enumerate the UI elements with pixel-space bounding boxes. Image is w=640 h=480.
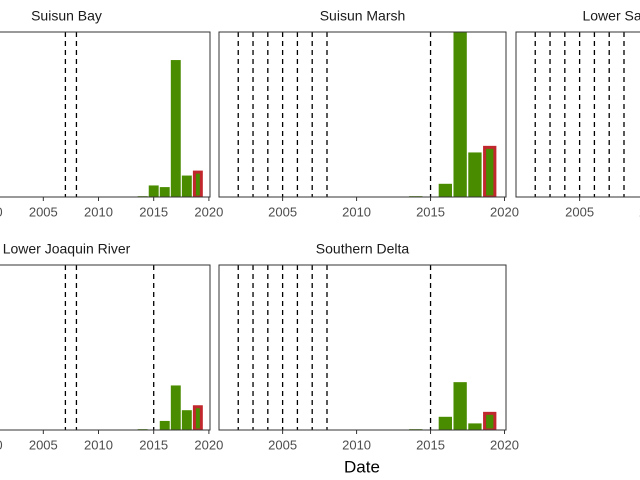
x-tick-label: 2000 xyxy=(0,437,3,452)
bar xyxy=(453,32,467,197)
x-tick-label: 2005 xyxy=(268,437,297,452)
panel xyxy=(534,32,625,197)
bar xyxy=(483,145,497,197)
x-tick-label: 2005 xyxy=(29,437,58,452)
x-tick-label: 2015 xyxy=(139,204,168,219)
panel-border xyxy=(218,31,507,198)
bar xyxy=(438,416,453,430)
panel xyxy=(237,32,497,197)
x-tick-label: 2010 xyxy=(84,437,113,452)
bar xyxy=(483,411,497,430)
panel-title: Southern Delta xyxy=(316,241,410,257)
panel-title: Suisun Bay xyxy=(31,8,102,24)
panel-border xyxy=(0,31,211,198)
panel-title: Lower Sacramento River xyxy=(582,8,640,24)
panel-title: Lower Joaquin River xyxy=(3,241,131,257)
x-tick-label: 2020 xyxy=(490,204,519,219)
panel xyxy=(64,265,203,430)
panel xyxy=(237,265,497,430)
bar xyxy=(170,60,181,197)
bar xyxy=(192,405,203,430)
panel-title: Suisun Marsh xyxy=(320,8,406,24)
bar xyxy=(181,410,192,430)
x-tick-label: 2015 xyxy=(139,437,168,452)
x-tick-label: 2005 xyxy=(268,204,297,219)
x-tick-label: 2000 xyxy=(0,204,3,219)
x-tick-label: 2010 xyxy=(342,437,371,452)
bar xyxy=(468,423,482,430)
x-tick-label: 2015 xyxy=(416,204,445,219)
x-tick-label: 2005 xyxy=(29,204,58,219)
x-tick-label: 2010 xyxy=(342,204,371,219)
x-tick-label: 2020 xyxy=(490,437,519,452)
bar xyxy=(170,385,181,430)
bar xyxy=(181,175,192,197)
bar xyxy=(192,170,203,197)
x-tick-label: 2020 xyxy=(194,204,223,219)
x-tick-label: 2015 xyxy=(416,437,445,452)
bar xyxy=(468,152,482,197)
bar xyxy=(159,187,170,197)
panel-border xyxy=(218,264,507,431)
bar xyxy=(148,185,159,197)
x-tick-label: 2010 xyxy=(84,204,113,219)
bar xyxy=(438,183,453,197)
x-axis-label: Date xyxy=(344,457,380,476)
x-tick-label: 2020 xyxy=(194,437,223,452)
panel-border xyxy=(515,31,640,198)
panel-border xyxy=(0,264,211,431)
panel xyxy=(64,32,203,197)
bar xyxy=(159,420,170,430)
x-tick-label: 2005 xyxy=(565,204,594,219)
bar xyxy=(453,382,467,430)
